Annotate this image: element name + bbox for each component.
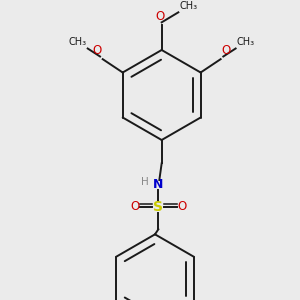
Text: S: S [153, 200, 163, 214]
Text: O: O [130, 200, 139, 213]
Text: O: O [177, 200, 187, 213]
Text: H: H [141, 177, 148, 187]
Text: N: N [153, 178, 164, 191]
Text: O: O [92, 44, 102, 58]
Text: O: O [222, 44, 231, 58]
Text: O: O [155, 10, 165, 23]
Text: CH₃: CH₃ [237, 37, 255, 47]
Text: CH₃: CH₃ [69, 37, 87, 47]
Text: CH₃: CH₃ [179, 1, 197, 11]
